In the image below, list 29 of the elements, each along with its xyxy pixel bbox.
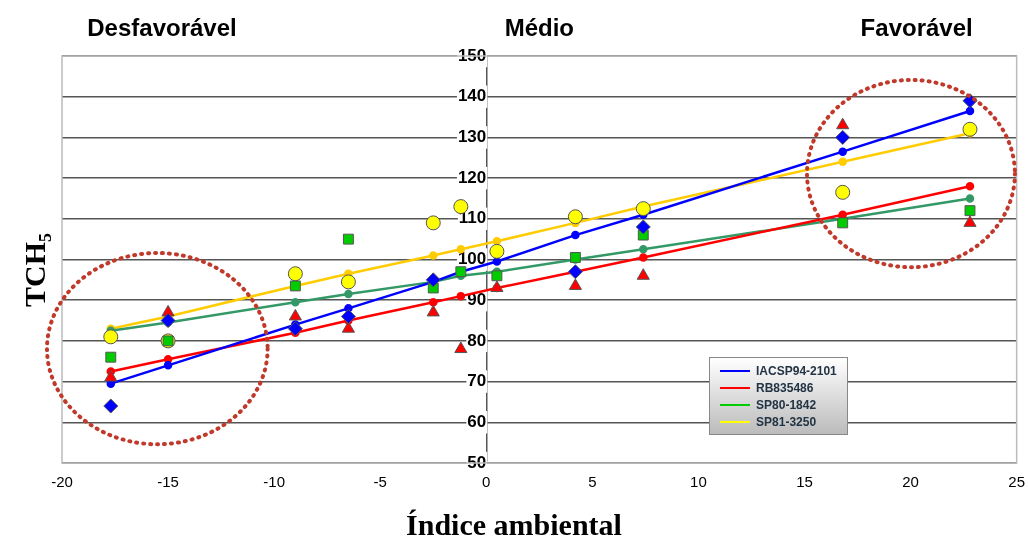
x-tick-label: 10 xyxy=(690,473,707,491)
x-tick-label: -10 xyxy=(263,473,285,491)
x-tick-label: 15 xyxy=(796,473,813,491)
x-tick-label: -15 xyxy=(157,473,179,491)
x-tick-label: 20 xyxy=(902,473,919,491)
text: Desfavorável xyxy=(87,14,237,42)
y-tick-label: 130 xyxy=(457,127,487,147)
x-tick-label: 0 xyxy=(482,473,491,491)
y-tick-label: 110 xyxy=(458,208,487,228)
x-tick-label: 25 xyxy=(1008,473,1025,491)
y-tick-label: 100 xyxy=(457,249,487,269)
text: Favorável xyxy=(860,14,973,42)
y-tick-label: 70 xyxy=(467,371,487,391)
y-axis-title: TCH₅ xyxy=(18,232,52,308)
y-tick-label: 120 xyxy=(457,167,487,187)
x-tick-label: -20 xyxy=(51,473,73,491)
legend-label: SP81-3250 xyxy=(756,414,817,429)
text: Médio xyxy=(504,14,574,42)
y-tick-label: 50 xyxy=(467,452,487,472)
legend-label: RB835486 xyxy=(756,380,814,395)
y-tick-label: 150 xyxy=(457,45,487,65)
y-tick-label: 60 xyxy=(467,411,487,431)
legend-label: SP80-1842 xyxy=(756,397,817,412)
x-tick-label: -5 xyxy=(373,473,387,491)
y-tick-label: 80 xyxy=(467,330,487,350)
y-tick-label: 140 xyxy=(457,86,487,106)
x-axis-title: Índice ambiental xyxy=(405,508,623,542)
x-tick-label: 5 xyxy=(588,473,597,491)
legend-label: IACSP94-2101 xyxy=(756,363,837,378)
